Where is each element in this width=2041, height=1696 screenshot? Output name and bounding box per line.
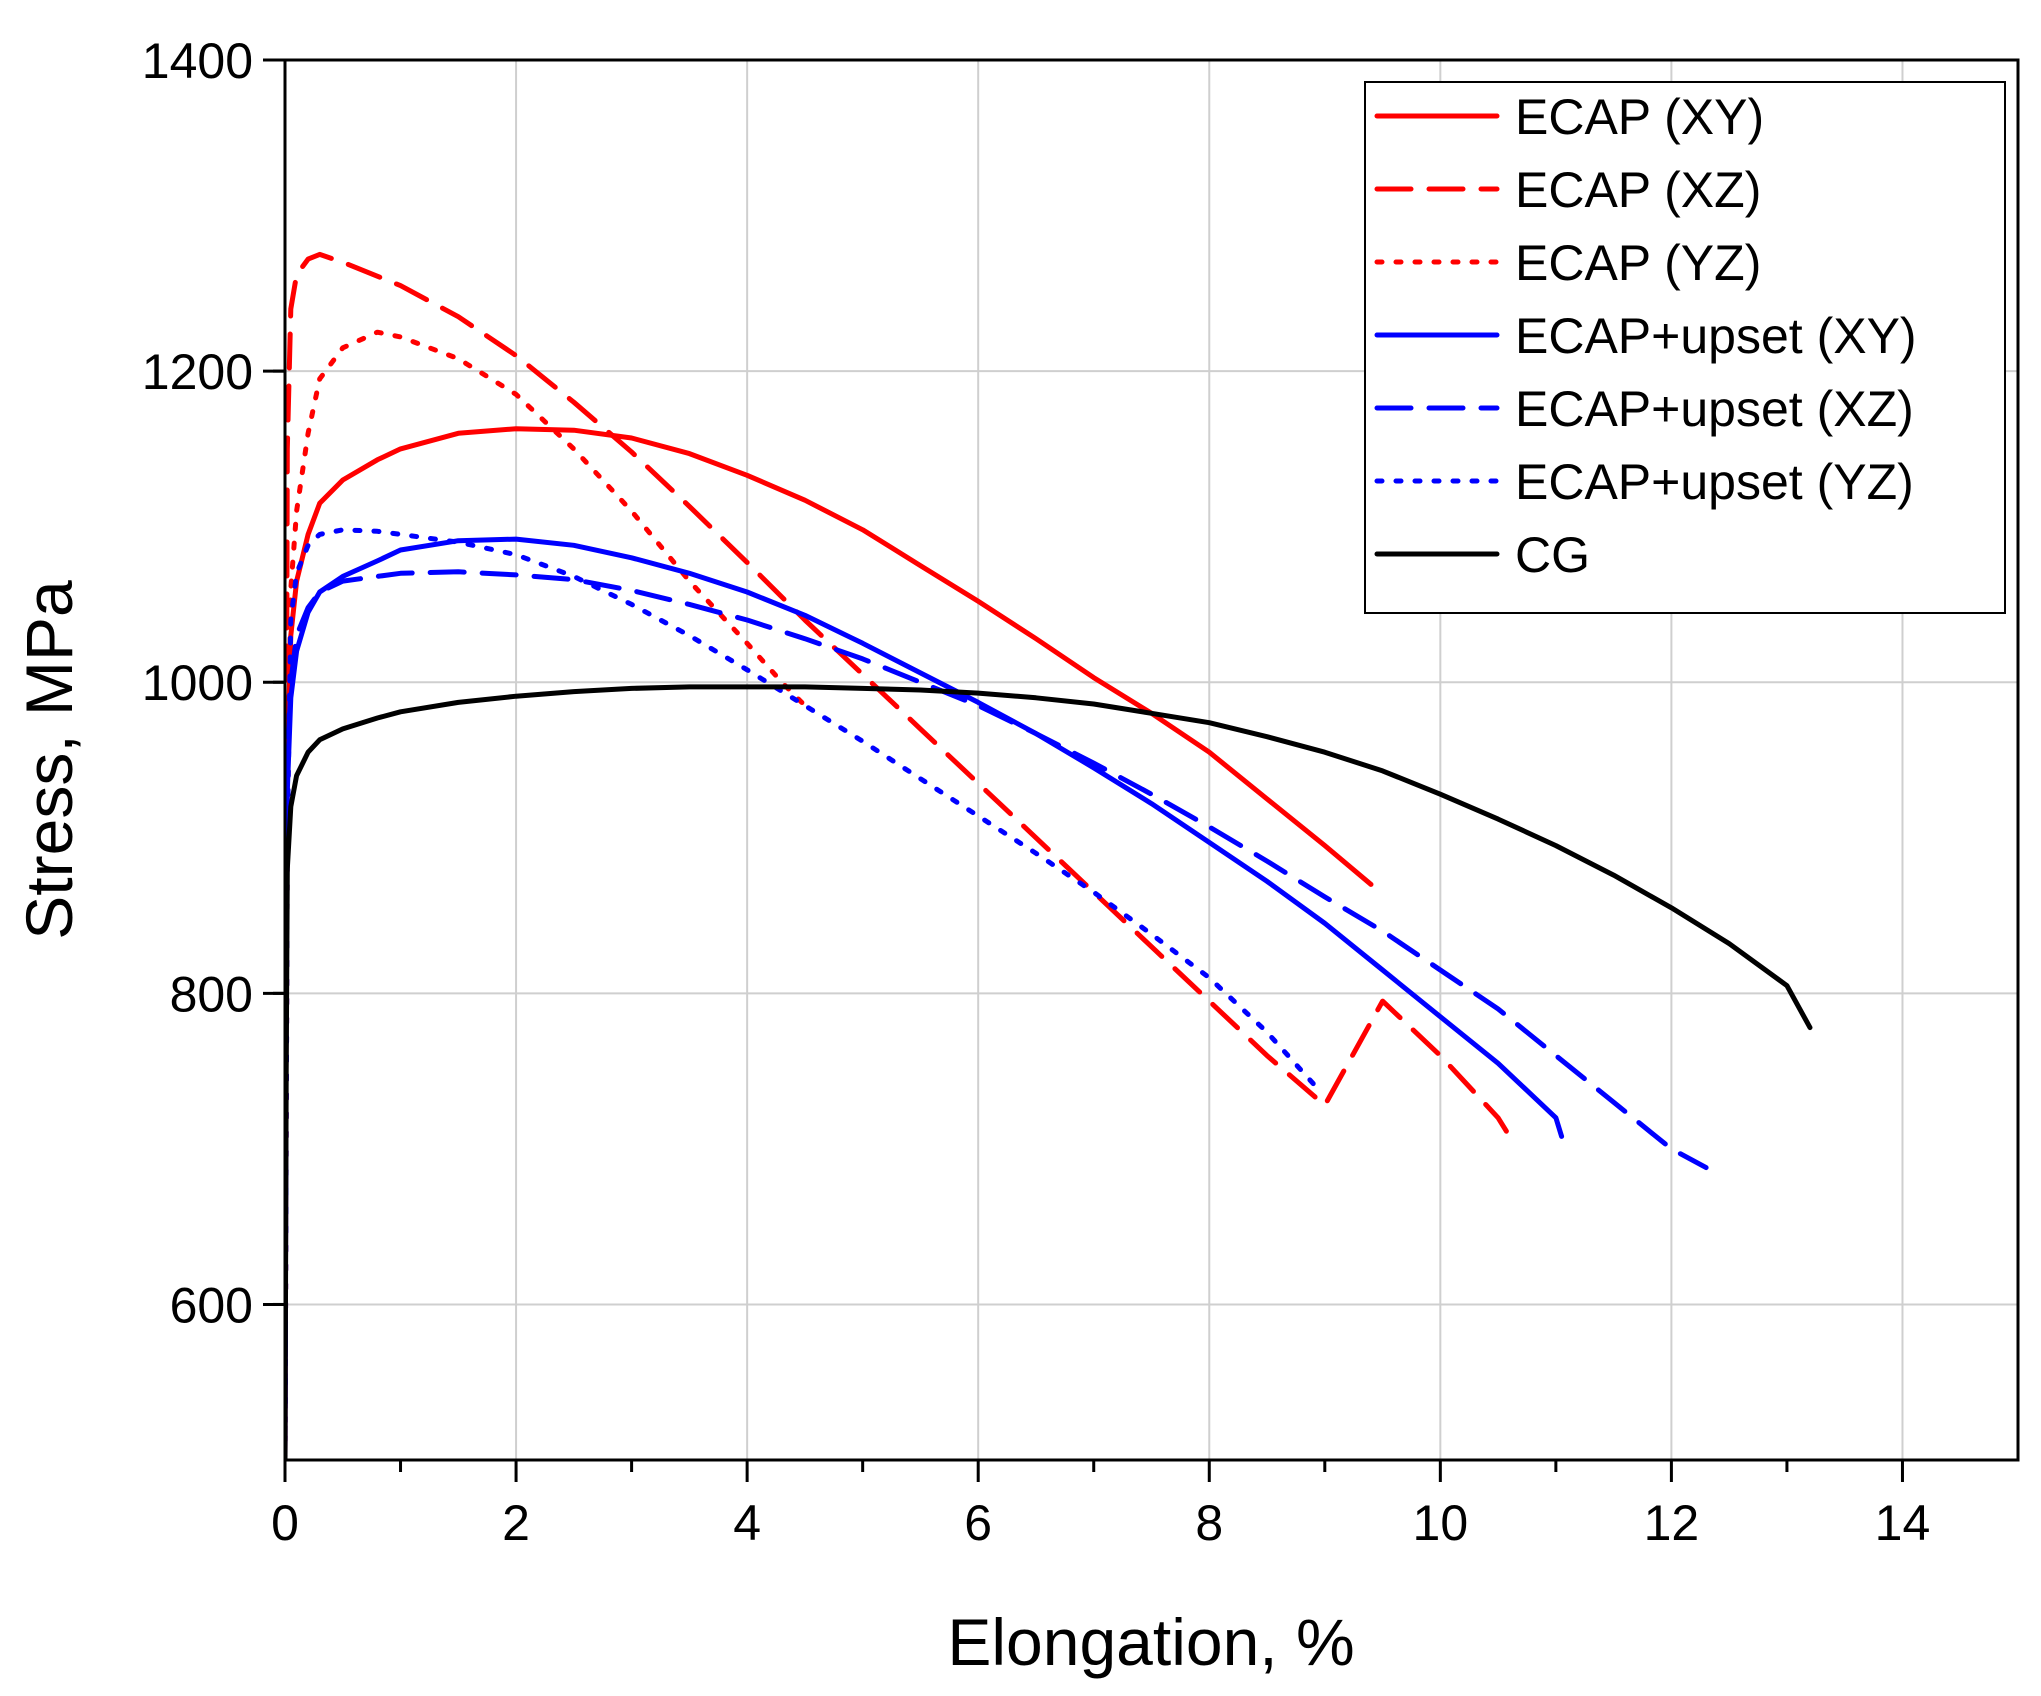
y-tick-label: 600 (170, 1277, 253, 1333)
series-line-cg (285, 684, 1813, 1460)
legend-label-ecap-upset-yz: ECAP+upset (YZ) (1515, 454, 1914, 510)
x-tick-label: 12 (1644, 1495, 1700, 1551)
x-tick-label: 0 (271, 1495, 299, 1551)
y-tick-label: 1400 (142, 33, 253, 89)
series-line-ecap-upset-yz (285, 527, 1316, 1460)
legend-label-ecap-yz: ECAP (YZ) (1515, 235, 1761, 291)
legend-label-ecap-upset-xy: ECAP+upset (XY) (1515, 308, 1917, 364)
y-axis-title: Stress, MPa (12, 580, 86, 940)
legend: ECAP (XY) ECAP (XZ) ECAP (YZ) ECAP+upset (X… (1364, 81, 2006, 614)
legend-box (1364, 81, 2006, 614)
legend-label-ecap-xy: ECAP (XY) (1515, 89, 1764, 145)
y-tick-label: 800 (170, 966, 253, 1022)
x-tick-label: 4 (733, 1495, 761, 1551)
legend-label-cg: CG (1515, 527, 1590, 583)
plot-frame (283, 58, 2020, 1462)
series-line-ecap-upset-xz (285, 569, 1709, 1460)
y-tick-label: 1000 (142, 655, 253, 711)
series-line-ecap-yz (285, 329, 808, 1460)
series-group (285, 251, 1813, 1460)
x-tick-label: 10 (1413, 1495, 1469, 1551)
legend-label-ecap-xz: ECAP (XZ) (1515, 162, 1761, 218)
x-tick-label: 14 (1875, 1495, 1931, 1551)
x-axis-title: Elongation, % (947, 1605, 1354, 1679)
y-tick-label: 1200 (142, 344, 253, 400)
x-tick-label: 6 (964, 1495, 992, 1551)
legend-label-ecap-upset-xz: ECAP+upset (XZ) (1515, 381, 1914, 437)
series-line-ecap-xz (285, 251, 1518, 1460)
x-tick-label: 2 (502, 1495, 530, 1551)
axes: 0 2 4 6 8 10 12 14 600 800 1000 1200 1400 (142, 33, 1931, 1551)
x-tick-label: 8 (1195, 1495, 1223, 1551)
